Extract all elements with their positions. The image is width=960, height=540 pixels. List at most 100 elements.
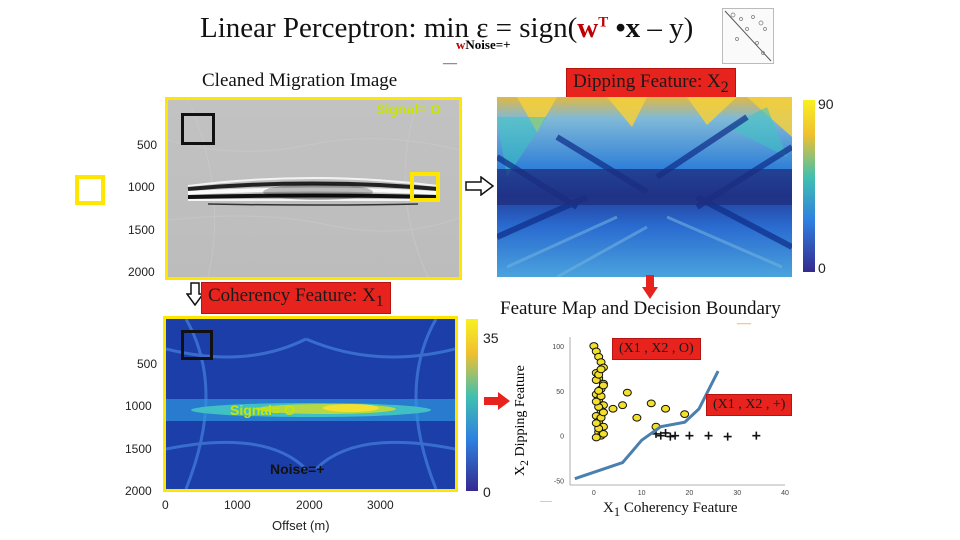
noise-point bbox=[666, 432, 675, 441]
signal-point bbox=[608, 404, 618, 413]
title-epsilon: ε = sign( bbox=[476, 12, 578, 44]
migration-ytick: 2000 bbox=[128, 265, 155, 279]
feature-map-xlabel: X1 Coherency Feature bbox=[603, 500, 738, 520]
feature-map-dash: — bbox=[737, 316, 751, 331]
coherency-xtick: 3000 bbox=[367, 498, 394, 512]
signal-point bbox=[661, 404, 671, 413]
coherency-graphic bbox=[166, 319, 455, 489]
xlabel-sub: 1 bbox=[613, 505, 621, 519]
signal-point bbox=[591, 419, 601, 428]
signal-point bbox=[618, 401, 628, 410]
coherency-xtick: 0 bbox=[162, 498, 169, 512]
title-close-paren: ) bbox=[683, 12, 694, 44]
plot-xtick-label: 10 bbox=[638, 490, 646, 497]
dipping-label-text: Dipping Feature: X bbox=[573, 71, 721, 92]
coherency-feature-label: Coherency Feature: X1 bbox=[201, 282, 391, 314]
noise-window-box bbox=[181, 113, 215, 145]
title-transpose: T bbox=[598, 14, 609, 31]
coherency-signal-label: Signal= O bbox=[230, 402, 295, 418]
coherency-label-sub: 1 bbox=[375, 292, 384, 310]
coherency-cbar-min: 0 bbox=[483, 484, 491, 500]
title-subscript: wNoise=+ bbox=[456, 37, 511, 53]
noise-class-box: (X1 , X2 , +) bbox=[706, 394, 793, 416]
migration-ytick: 1500 bbox=[128, 223, 155, 237]
signal-point bbox=[680, 410, 690, 419]
signal-point bbox=[632, 413, 642, 422]
signal-window-box bbox=[410, 172, 440, 202]
slide-title: Linear Perceptron: min ε = sign(wT •x – … bbox=[200, 12, 693, 45]
signal-point bbox=[594, 386, 604, 395]
coherency-xlabel: Offset (m) bbox=[272, 518, 330, 533]
title-w: w bbox=[577, 12, 599, 44]
noise-point bbox=[661, 428, 670, 437]
feature-map-ylabel: X2 Dipping Feature bbox=[513, 365, 531, 476]
plot-ytick-label: -50 bbox=[554, 479, 564, 486]
noise-point bbox=[704, 431, 713, 440]
signal-point bbox=[598, 429, 608, 438]
coherency-image bbox=[163, 316, 458, 492]
dipping-image bbox=[497, 97, 792, 277]
coherency-colorbar bbox=[466, 319, 478, 491]
noise-point bbox=[723, 432, 732, 441]
signal-point bbox=[596, 365, 606, 374]
subscript-w: w bbox=[456, 37, 466, 52]
ylabel-rest: Dipping Feature bbox=[513, 365, 528, 461]
title-dash: — bbox=[443, 56, 457, 71]
migration-ytick: 1000 bbox=[128, 180, 155, 194]
down-arrow-icon bbox=[642, 275, 658, 299]
dipping-cbar-min: 0 bbox=[818, 260, 826, 276]
decision-boundary-line bbox=[574, 370, 720, 481]
plot-ytick-label: 100 bbox=[552, 344, 564, 351]
scatter-thumbnail bbox=[722, 8, 774, 64]
plot-xtick-label: 20 bbox=[686, 490, 694, 497]
feature-map-bottom-dash: — bbox=[540, 493, 552, 507]
migration-title: Cleaned Migration Image bbox=[202, 70, 398, 91]
coherency-noise-box bbox=[181, 330, 213, 360]
signal-point bbox=[598, 408, 608, 417]
coherency-ytick: 1500 bbox=[125, 442, 152, 456]
dipping-colorbar bbox=[803, 100, 815, 272]
legend-yellow-square bbox=[75, 175, 105, 205]
ylabel-x: X bbox=[513, 465, 528, 476]
coherency-label-text: Coherency Feature: X bbox=[208, 285, 376, 306]
dipping-label-sub: 2 bbox=[720, 78, 729, 96]
red-right-arrow-icon bbox=[484, 392, 510, 410]
plot-xtick-label: 0 bbox=[592, 490, 596, 497]
right-arrow-icon bbox=[465, 176, 495, 196]
coherency-cbar-max: 35 bbox=[483, 330, 499, 346]
dipping-feature-label: Dipping Feature: X2 bbox=[566, 68, 736, 100]
coherency-noise-label: Noise=+ bbox=[270, 461, 325, 477]
dipping-cbar-max: 90 bbox=[818, 96, 834, 112]
thumbnail-graphic bbox=[724, 10, 772, 62]
signal-class-box: (X1 , X2 , O) bbox=[612, 338, 701, 360]
signal-point bbox=[646, 399, 656, 408]
title-dot-x: •x bbox=[608, 12, 641, 44]
feature-map-title: Feature Map and Decision Boundary bbox=[500, 298, 781, 319]
title-minus-y: – y bbox=[640, 12, 684, 44]
noise-point bbox=[656, 431, 665, 440]
signal-point bbox=[591, 433, 601, 442]
plot-xtick-label: 30 bbox=[733, 490, 741, 497]
noise-point bbox=[685, 431, 694, 440]
plot-ytick-label: 0 bbox=[560, 434, 564, 441]
coherency-xtick: 1000 bbox=[224, 498, 251, 512]
migration-ytick: 500 bbox=[137, 138, 158, 152]
signal-point bbox=[622, 388, 632, 397]
xlabel-rest: Coherency Feature bbox=[620, 500, 738, 516]
signal-point bbox=[591, 397, 601, 406]
coherency-ytick: 500 bbox=[137, 357, 158, 371]
title-min: min bbox=[423, 12, 469, 44]
title-prefix: Linear Perceptron: bbox=[200, 12, 424, 44]
coherency-ytick: 2000 bbox=[125, 484, 152, 498]
plot-xtick-label: 40 bbox=[781, 490, 789, 497]
migration-signal-label: Signal= O bbox=[376, 101, 441, 117]
subscript-noise: Noise=+ bbox=[465, 37, 511, 52]
coherency-xtick: 2000 bbox=[296, 498, 323, 512]
xlabel-x: X bbox=[603, 500, 614, 516]
noise-point bbox=[752, 431, 761, 440]
feature-map-plot: 100 50 0 -50 0 10 20 30 40 bbox=[552, 337, 789, 497]
dipping-graphic bbox=[497, 97, 792, 277]
plot-ytick-label: 50 bbox=[556, 389, 564, 396]
signal-point bbox=[598, 381, 608, 390]
noise-point bbox=[671, 431, 680, 440]
